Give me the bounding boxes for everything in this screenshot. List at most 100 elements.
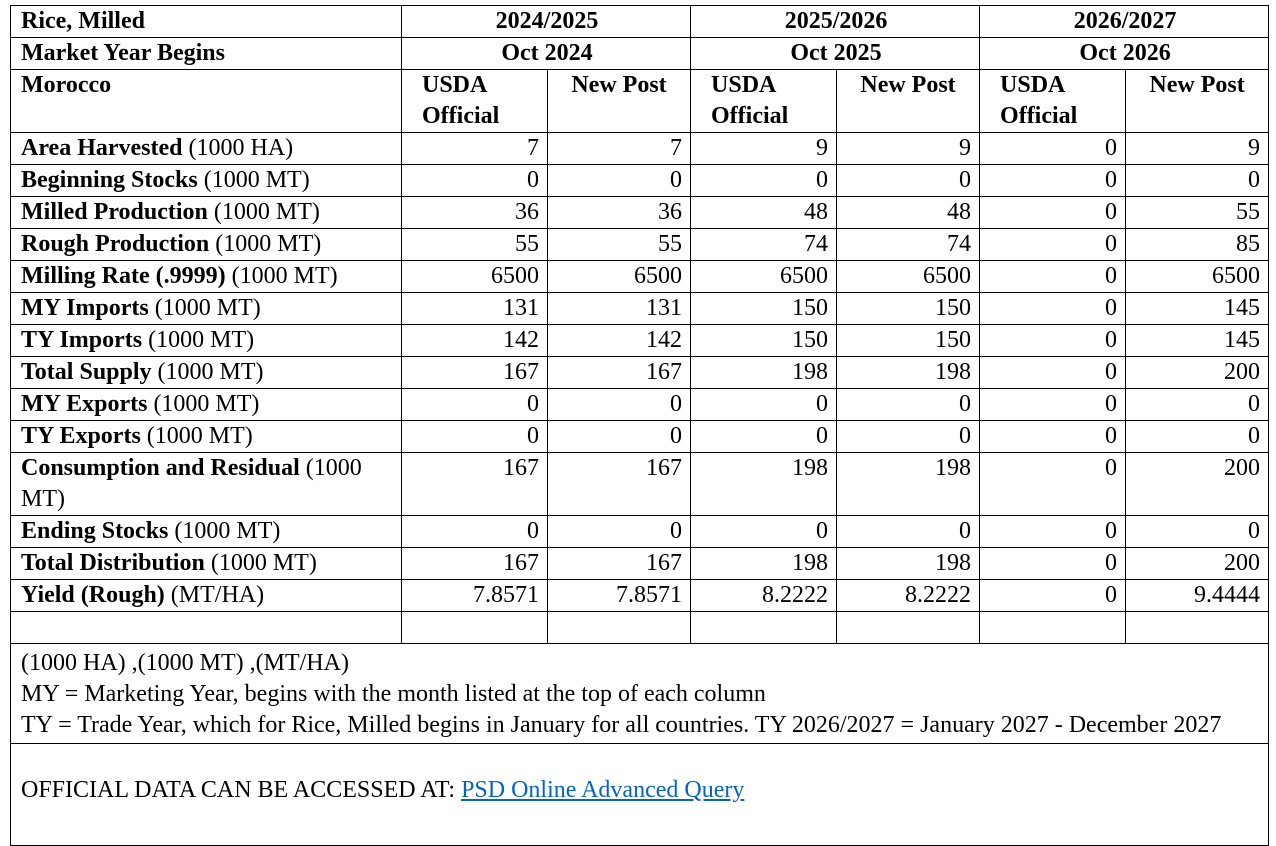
value-cell: 0 <box>690 515 838 548</box>
row-label-cell: Rough Production (1000 MT) <box>10 228 402 261</box>
psd-link[interactable]: PSD Online Advanced Query <box>461 777 745 803</box>
value-cell: 0 <box>979 228 1127 261</box>
value-cell: 6500 <box>1125 260 1270 293</box>
column-header: New Post <box>836 69 981 133</box>
psd-table: Rice, Milled 2024/2025 2025/2026 2026/2027 M… <box>9 5 1270 846</box>
column-header: New Post <box>1125 69 1270 133</box>
row-label-cell: Milled Production (1000 MT) <box>10 196 402 229</box>
row-label: Total Distribution <box>21 550 205 576</box>
value-cell: 0 <box>690 388 838 421</box>
footer-text: OFFICIAL DATA CAN BE ACCESSED AT: <box>21 777 456 803</box>
value-cell: 0 <box>979 196 1127 229</box>
row-unit: (1000 MT) <box>154 295 261 321</box>
row-unit: (MT/HA) <box>170 582 265 608</box>
value-cell: 36 <box>401 196 548 229</box>
column-header: USDA Official <box>979 69 1127 133</box>
value-cell: 74 <box>836 228 981 261</box>
row-label-cell: Consumption and Residual (1000 MT) <box>10 452 402 516</box>
column-header: USDA Official <box>690 69 838 133</box>
row-unit: (1000 MT) <box>203 167 310 193</box>
row-unit: (1000 MT) <box>210 550 317 576</box>
market-year-start: Oct 2026 <box>979 37 1270 70</box>
value-cell: 142 <box>546 324 692 357</box>
column-header: New Post <box>546 69 692 133</box>
value-cell: 9 <box>836 132 981 165</box>
value-cell: 0 <box>690 420 838 453</box>
commodity: Rice, Milled <box>10 5 402 38</box>
value-cell: 7.8571 <box>401 579 548 612</box>
year-header: 2026/2027 <box>979 5 1270 38</box>
value-cell: 0 <box>979 547 1127 580</box>
value-cell: 167 <box>546 356 692 389</box>
value-cell: 150 <box>836 324 981 357</box>
notes-cell: (1000 HA) ,(1000 MT) ,(MT/HA) MY = Market… <box>9 643 1270 744</box>
value-cell: 145 <box>1125 292 1270 325</box>
value-cell: 55 <box>401 228 548 261</box>
value-cell: 8.2222 <box>836 579 981 612</box>
notes-row: (1000 HA) ,(1000 MT) ,(MT/HA) MY = Market… <box>9 643 1270 744</box>
footer-row: OFFICIAL DATA CAN BE ACCESSED AT: PSD On… <box>9 743 1270 846</box>
value-cell: 0 <box>546 515 692 548</box>
value-cell: 9.4444 <box>1125 579 1270 612</box>
row-label-cell: Beginning Stocks (1000 MT) <box>10 164 402 197</box>
value-cell: 0 <box>546 420 692 453</box>
note: (1000 HA) ,(1000 MT) ,(MT/HA) <box>21 650 349 676</box>
value-cell: 145 <box>1125 324 1270 357</box>
spacer-row <box>10 611 1270 644</box>
value-cell: 55 <box>546 228 692 261</box>
value-cell: 0 <box>836 164 981 197</box>
market-year-label: Market Year Begins <box>10 37 402 70</box>
value-cell: 48 <box>836 196 981 229</box>
data-row: Milled Production (1000 MT) 36 36 48 48 0 55 <box>10 196 1270 229</box>
row-label-cell: Yield (Rough) (MT/HA) <box>10 579 402 612</box>
row-label: Rough Production <box>21 231 210 257</box>
note: TY = Trade Year, which for Rice, Milled … <box>21 712 1222 738</box>
row-unit: (1000 MT) <box>231 263 338 289</box>
value-cell: 0 <box>979 579 1127 612</box>
value-cell: 167 <box>401 356 548 389</box>
value-cell: 0 <box>979 388 1127 421</box>
column-header: USDA Official <box>401 69 548 133</box>
value-cell: 7 <box>401 132 548 165</box>
row-unit: (1000 MT) <box>213 199 320 225</box>
value-cell: 167 <box>546 452 692 516</box>
value-cell: 167 <box>546 547 692 580</box>
header-row: Morocco USDA Official New Post USDA Officia… <box>10 69 1270 133</box>
value-cell: 48 <box>690 196 838 229</box>
value-cell: 150 <box>690 324 838 357</box>
data-row: Total Distribution (1000 MT) 167 167 198 198… <box>10 547 1270 580</box>
row-label-cell: MY Exports (1000 MT) <box>10 388 402 421</box>
data-row: MY Imports (1000 MT) 131 131 150 150 0 145 <box>10 292 1270 325</box>
row-label-cell: MY Imports (1000 MT) <box>10 292 402 325</box>
value-cell: 167 <box>401 547 548 580</box>
value-cell: 198 <box>836 547 981 580</box>
row-label: Beginning Stocks <box>21 167 198 193</box>
row-label-cell: TY Imports (1000 MT) <box>10 324 402 357</box>
value-cell: 0 <box>979 452 1127 516</box>
value-cell: 0 <box>836 515 981 548</box>
value-cell: 0 <box>1125 515 1270 548</box>
value-cell: 0 <box>1125 420 1270 453</box>
value-cell: 6500 <box>546 260 692 293</box>
data-row: Total Supply (1000 MT) 167 167 198 198 0 200 <box>10 356 1270 389</box>
row-label-cell: Total Distribution (1000 MT) <box>10 547 402 580</box>
table-body: Rice, Milled 2024/2025 2025/2026 2026/2027 M… <box>9 5 1270 846</box>
row-label: MY Exports <box>21 391 148 417</box>
value-cell: 200 <box>1125 547 1270 580</box>
market-year-start: Oct 2025 <box>690 37 981 70</box>
value-cell: 6500 <box>836 260 981 293</box>
empty-cell <box>1125 611 1270 644</box>
footer-cell: OFFICIAL DATA CAN BE ACCESSED AT: PSD On… <box>9 743 1270 846</box>
empty-cell <box>979 611 1127 644</box>
row-unit: (1000 MT) <box>157 359 264 385</box>
value-cell: 0 <box>979 515 1127 548</box>
value-cell: 150 <box>836 292 981 325</box>
year-header: 2024/2025 <box>400 5 692 38</box>
data-row: TY Exports (1000 MT) 0 0 0 0 0 0 <box>10 420 1270 453</box>
header-row: Market Year Begins Oct 2024 Oct 2025 Oct 20… <box>10 37 1270 70</box>
value-cell: 198 <box>836 356 981 389</box>
value-cell: 0 <box>979 132 1127 165</box>
empty-cell <box>401 611 548 644</box>
value-cell: 0 <box>690 164 838 197</box>
